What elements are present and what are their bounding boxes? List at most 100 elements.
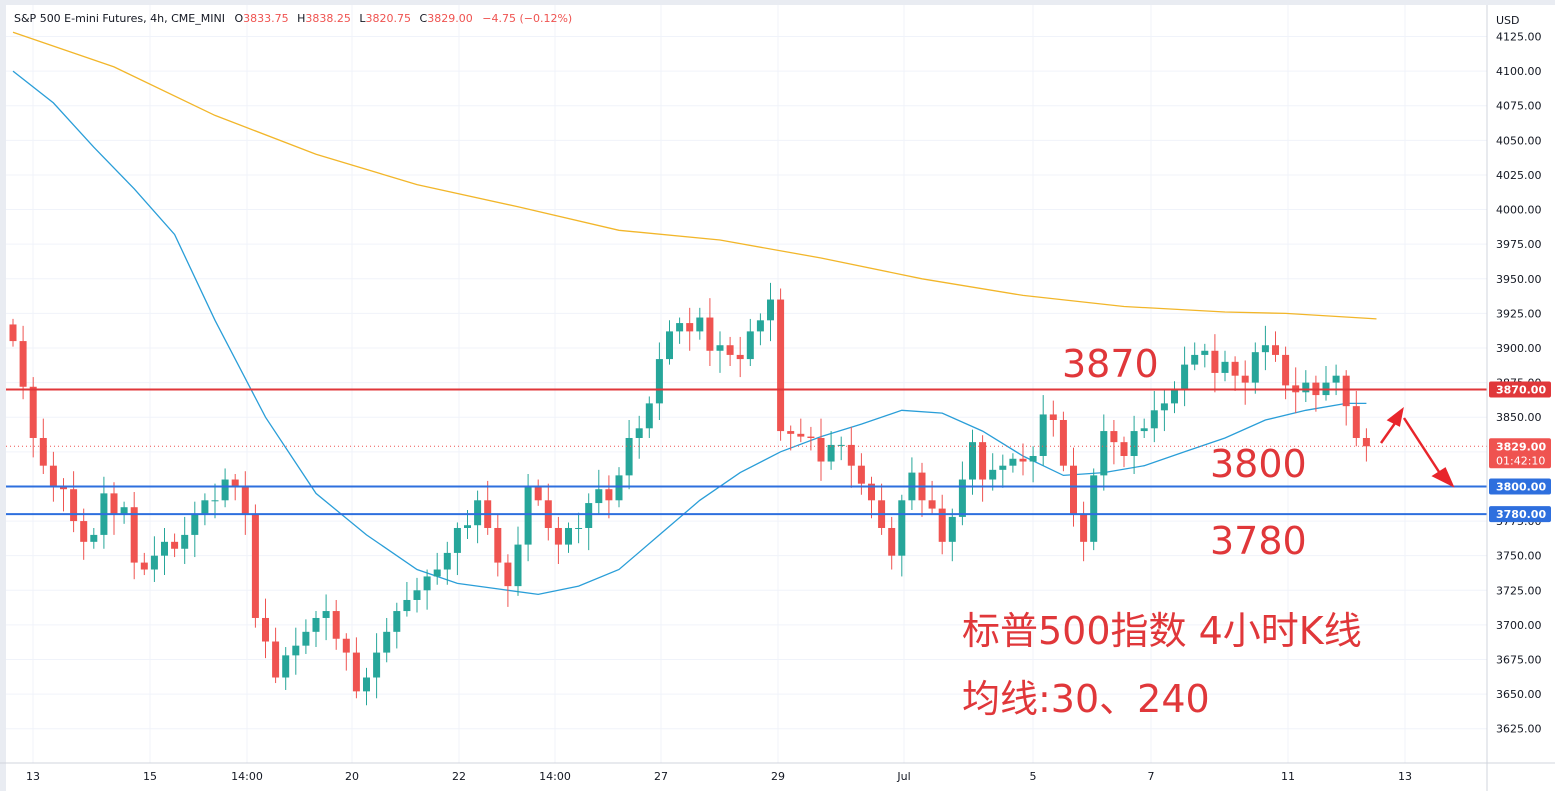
candle-body [777,299,785,432]
candle-body [787,431,795,434]
y-tick-label: 3750.00 [1496,550,1542,563]
candle-body [443,552,451,570]
candle-body [231,479,239,487]
candle-body [1160,403,1168,411]
candle-body [474,500,482,526]
candle-body [716,345,724,351]
candle-body [272,641,280,678]
x-tick-label: 7 [1148,770,1155,783]
candle-body [1241,375,1249,383]
candle-body [453,527,461,553]
low-label: L [359,12,366,25]
candle-body [585,503,593,528]
candle-body [1211,350,1219,373]
tag-3780-bg [1489,506,1551,523]
arrow-up-head [1386,406,1404,427]
candle-body [898,500,906,556]
change-value: −4.75 (−0.12%) [482,12,572,25]
candle-body [1019,458,1027,462]
tag-3870-text: 3870.00 [1496,384,1546,397]
candle-body [1100,431,1108,476]
candle-body [1221,361,1229,373]
candle-body [130,507,138,563]
candle-body [554,527,562,545]
candle-body [241,486,249,515]
symbol-title: S&P 500 E-mini Futures, 4h, CME_MINI [14,12,225,25]
candle-body [1272,345,1279,355]
tag-current-text: 3829.00 [1496,440,1546,453]
x-tick-label: 14:00 [231,770,263,783]
time-axis[interactable]: 13 15 14:00 20 22 14:00 27 29 Jul 5 7 11 13 [26,770,1412,783]
candle-body [292,645,300,656]
candle-body [342,638,350,653]
candle-body [1029,455,1037,462]
y-tick-label: 3625.00 [1496,723,1542,736]
candle-body [726,345,734,355]
candle-body [1231,361,1239,376]
candle-body [1362,437,1370,447]
candle-body [999,465,1007,470]
x-tick-label: 29 [771,770,785,783]
candle-body [49,465,57,487]
arrow-down-head [1431,467,1455,488]
x-tick-label: 20 [345,770,359,783]
ma240-line-layer [12,31,1377,320]
candle-body [211,500,219,502]
close-value: 3829.00 [427,12,473,25]
chart-legend[interactable]: S&P 500 E-mini Futures, 4h, CME_MINI O38… [14,12,572,25]
arrow-down-line [1402,417,1445,479]
candle-body [736,354,744,360]
candle-body [60,486,67,490]
candle-body [625,437,633,476]
candle-body [302,631,310,646]
candle-body [938,508,946,542]
candle-body [1282,354,1290,386]
candle-body [403,599,411,612]
tag-3780-text: 3780.00 [1496,508,1546,521]
candle-body [150,555,158,570]
x-tick-label: Jul [896,770,910,783]
low-value: 3820.75 [366,12,412,25]
annotation-3780: 3780 [1210,519,1307,563]
y-tick-label: 3925.00 [1496,307,1542,320]
candle-body [1201,350,1209,355]
candle-body [363,677,370,692]
candle-body [595,489,603,504]
y-tick-label: 4000.00 [1496,204,1542,217]
candle-body [989,469,997,480]
candle-body [514,544,522,587]
candle-body [1181,364,1189,390]
candle-body [888,527,896,556]
candle-body [979,442,987,480]
y-tick-label: 3650.00 [1496,688,1542,701]
candle-body [90,534,98,542]
candle-body [80,521,88,542]
candle-body [615,475,623,501]
x-tick-label: 13 [26,770,40,783]
candle-body [605,489,613,501]
candle-body [9,324,17,342]
candle-body [1352,406,1360,438]
candle-body [928,500,936,509]
y-tick-label: 3700.00 [1496,619,1542,632]
candle-body [1130,431,1138,456]
top-border [0,0,1555,5]
y-tick-label: 3725.00 [1496,584,1542,597]
x-tick-label: 11 [1281,770,1295,783]
candle-body [1120,442,1128,456]
candle-body [1261,345,1269,353]
candle-body [110,493,118,515]
candle-body [1140,428,1148,432]
candle-body [565,527,572,545]
candle-body [1009,458,1017,466]
y-tick-label: 3950.00 [1496,273,1542,286]
annotation-ma-periods: 均线:30、240 [962,677,1210,721]
candle-body [1342,375,1350,407]
candle-body [464,525,471,528]
candle-body [1090,475,1098,542]
candle-body [433,569,441,577]
y-tick-label: 3900.00 [1496,342,1542,355]
candle-body [1070,465,1077,515]
